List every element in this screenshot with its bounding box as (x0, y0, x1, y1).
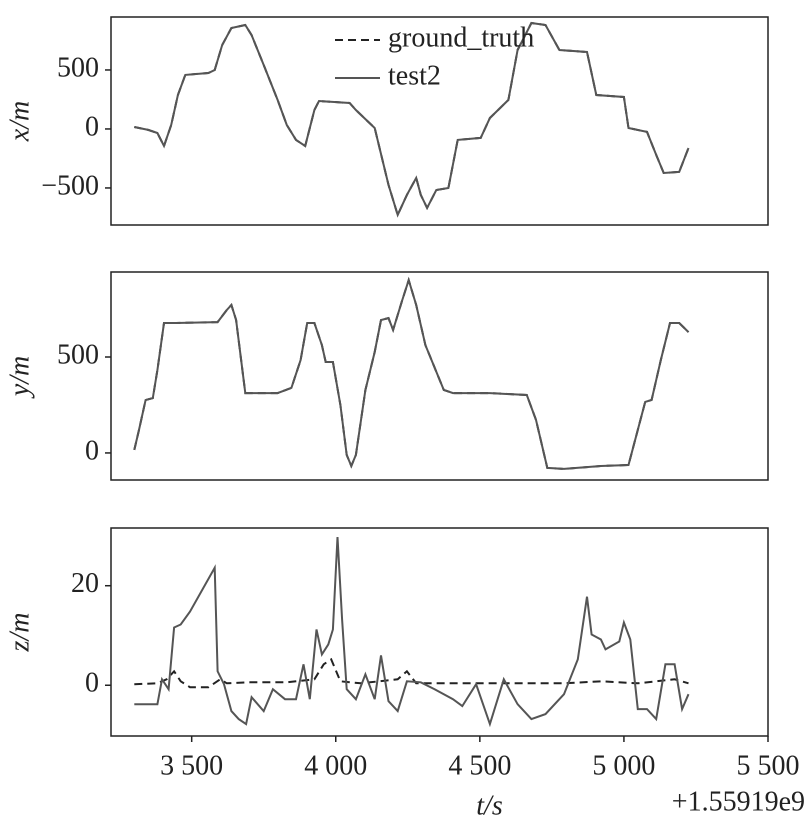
y-tick-label: 0 (85, 111, 99, 142)
x-tick-label: 4 500 (448, 750, 511, 781)
y-tick-label: 0 (85, 435, 99, 466)
x-tick-label: 3 500 (160, 750, 223, 781)
plot-frame (110, 16, 769, 226)
y-tick-label: 20 (71, 568, 99, 599)
series-line (134, 536, 690, 728)
plot-frame (110, 527, 769, 737)
series-line (133, 276, 690, 470)
y-axis-label: z/m (4, 613, 35, 653)
y-tick-label: −500 (41, 170, 99, 201)
y-tick-label: 500 (57, 52, 99, 83)
series-line (134, 657, 689, 689)
x-tick-label: 5 000 (592, 750, 655, 781)
series-line (134, 21, 690, 218)
y-tick-label: 500 (57, 339, 99, 370)
x-axis-label: t/s (476, 790, 503, 821)
y-axis-label: x/m (4, 101, 35, 142)
y-axis-label: y/m (4, 356, 35, 399)
x-tick-label: 5 500 (737, 750, 800, 781)
plot-frame (110, 271, 769, 481)
series-line (133, 276, 690, 470)
legend-label: ground_truth (388, 22, 534, 53)
x-tick-label: 4 000 (304, 750, 367, 781)
legend-label: test2 (388, 60, 441, 91)
x-offset-label: +1.55919e9 (672, 786, 805, 817)
y-tick-label: 0 (85, 668, 99, 699)
